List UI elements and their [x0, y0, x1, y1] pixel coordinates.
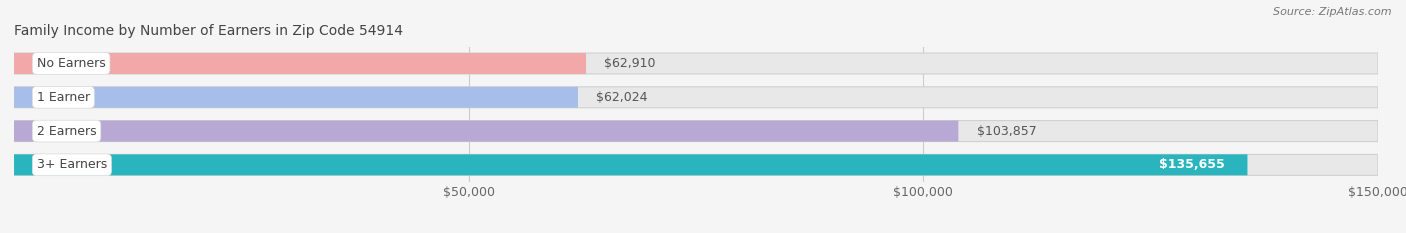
- FancyBboxPatch shape: [14, 121, 1378, 141]
- Text: Source: ZipAtlas.com: Source: ZipAtlas.com: [1274, 7, 1392, 17]
- FancyBboxPatch shape: [14, 53, 586, 74]
- FancyBboxPatch shape: [14, 87, 578, 108]
- FancyBboxPatch shape: [14, 87, 1378, 108]
- Text: $135,655: $135,655: [1159, 158, 1225, 171]
- FancyBboxPatch shape: [14, 121, 959, 141]
- FancyBboxPatch shape: [14, 53, 1378, 74]
- Text: 1 Earner: 1 Earner: [37, 91, 90, 104]
- Text: $103,857: $103,857: [977, 125, 1036, 137]
- Text: No Earners: No Earners: [37, 57, 105, 70]
- FancyBboxPatch shape: [14, 154, 1378, 175]
- FancyBboxPatch shape: [14, 154, 1247, 175]
- Text: Family Income by Number of Earners in Zip Code 54914: Family Income by Number of Earners in Zi…: [14, 24, 404, 38]
- Text: $62,024: $62,024: [596, 91, 648, 104]
- Text: 3+ Earners: 3+ Earners: [37, 158, 107, 171]
- Text: 2 Earners: 2 Earners: [37, 125, 97, 137]
- Text: $62,910: $62,910: [605, 57, 655, 70]
